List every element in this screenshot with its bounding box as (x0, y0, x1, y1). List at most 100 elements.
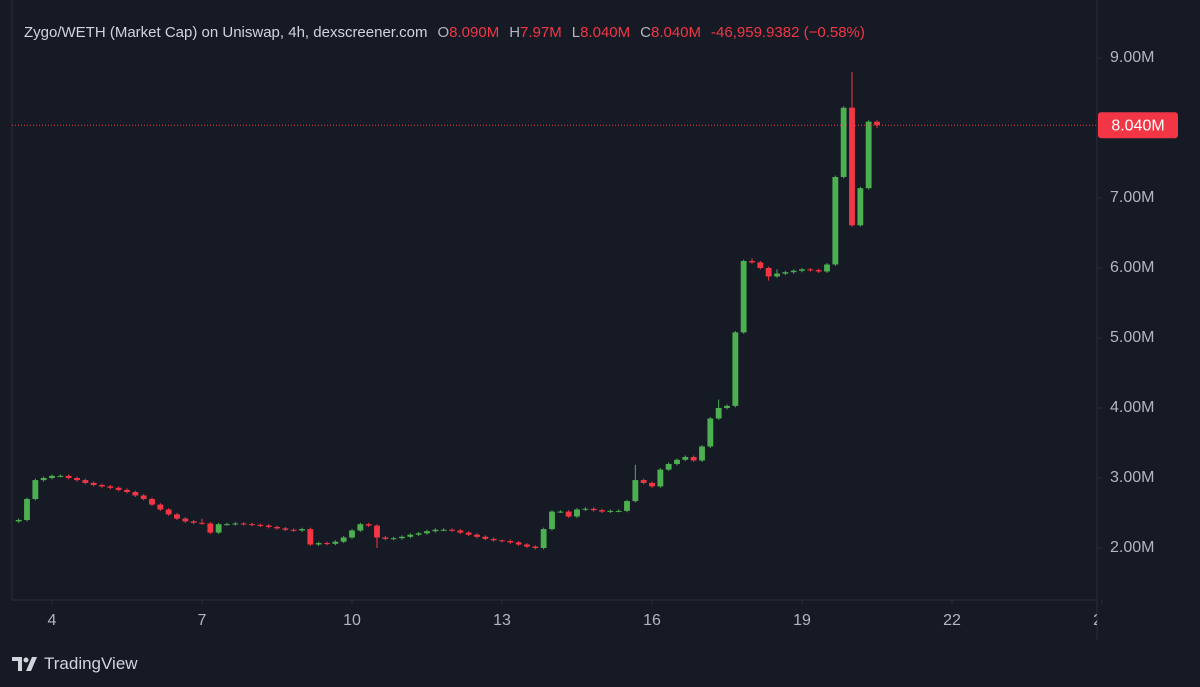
candle-body (32, 480, 39, 499)
candle-body (282, 528, 289, 530)
last-price-box (1098, 112, 1178, 139)
candle-body (674, 459, 680, 464)
candle-body (349, 530, 355, 538)
ohlc-value: 8.040M (650, 24, 702, 41)
candle-body (649, 482, 655, 487)
header: Zygo/WETH (Market Cap) on Uniswap, 4h, d… (24, 24, 865, 41)
candle-body (624, 501, 630, 511)
candle-body (832, 176, 839, 265)
brand[interactable]: TradingView (12, 654, 138, 674)
candle-body (257, 524, 264, 526)
candle-body (765, 267, 772, 277)
candle-body (465, 532, 472, 535)
candle-body (532, 546, 539, 548)
candle-body (107, 486, 114, 488)
candle-body (632, 480, 639, 502)
candle-body (182, 518, 189, 522)
candle-body (24, 498, 30, 520)
x-tick-label: 25 (1093, 612, 1111, 629)
ohlc-value: 8.040M (580, 24, 631, 41)
candle-body (415, 533, 422, 535)
candle-body (482, 536, 489, 539)
y-tick-label: 2.00M (1110, 539, 1154, 556)
candle-body (390, 538, 397, 540)
candle-body (215, 524, 222, 533)
candle-body (690, 456, 697, 461)
candle-body (124, 489, 130, 492)
candle-body (857, 188, 864, 226)
candle-body (90, 482, 97, 485)
candle-body (399, 536, 405, 539)
candle-body (440, 529, 447, 531)
candle-body (307, 529, 314, 545)
x-tick-label: 22 (943, 612, 961, 629)
candle-body (540, 529, 547, 548)
candle-body (490, 538, 497, 541)
candle-body (707, 418, 714, 447)
candle-body (507, 540, 514, 543)
candle-body (140, 495, 147, 499)
candle-body (190, 521, 197, 523)
candle-body (232, 523, 239, 525)
x-axis-labels: 4 7 10 13 16 19 22 25 (48, 612, 1111, 629)
candle-body (549, 511, 555, 530)
y-tick-label: 6.00M (1110, 259, 1154, 276)
chart-title: Zygo/WETH (Market Cap) on Uniswap, 4h, d… (24, 24, 428, 41)
candle-body (132, 491, 139, 496)
candle-body (299, 529, 305, 531)
candle-body (815, 270, 822, 272)
candle-body (199, 522, 205, 524)
candle-body (615, 510, 622, 512)
candle-body (74, 477, 80, 481)
candle-body (249, 524, 255, 526)
candle-body (732, 332, 739, 406)
candle-body (340, 537, 347, 542)
candle-body (357, 524, 364, 531)
y-tick-label: 3.00M (1110, 469, 1154, 486)
candle-body (265, 525, 272, 527)
candle-body (557, 511, 564, 513)
candle-body (315, 543, 322, 545)
candle-body (324, 543, 330, 545)
candle-body (157, 504, 164, 510)
candle-body (274, 526, 280, 529)
y-tick-label: 4.00M (1110, 399, 1154, 416)
candle-body (432, 529, 439, 532)
x-tick-label: 4 (48, 612, 57, 629)
candle-body (599, 510, 605, 512)
candle-body (699, 446, 705, 461)
y-tick-label: 7.00M (1110, 189, 1154, 206)
candle-body (757, 262, 764, 268)
candle-body (590, 508, 597, 511)
x-tick-label: 16 (643, 612, 661, 629)
candle-body (840, 107, 847, 177)
candle-body (290, 529, 297, 531)
candle-body (874, 121, 880, 126)
candle-body (149, 498, 155, 505)
chart-background (0, 0, 1200, 640)
candle-body (657, 469, 664, 487)
candle-body (115, 487, 122, 490)
candle-body (15, 519, 22, 522)
candle-body (715, 407, 722, 419)
candle-body (740, 260, 747, 333)
candle-body (682, 456, 689, 460)
brand-name: TradingView (44, 654, 138, 673)
candle-body (424, 531, 430, 534)
candle-body (382, 537, 389, 539)
candle-body (332, 541, 339, 544)
x-tick-label: 19 (793, 612, 811, 629)
candle-body (807, 269, 814, 271)
candle-body (749, 260, 755, 263)
ohlc-key: H (509, 24, 521, 41)
candle-body (57, 475, 64, 477)
candle-body (240, 523, 247, 525)
candle-body (374, 525, 380, 538)
candle-body (782, 272, 789, 274)
candle-body (865, 121, 872, 189)
x-tick-label: 13 (493, 612, 511, 629)
ohlc-key: C (640, 24, 651, 41)
candle-body (515, 542, 522, 545)
candle-body (224, 524, 230, 526)
